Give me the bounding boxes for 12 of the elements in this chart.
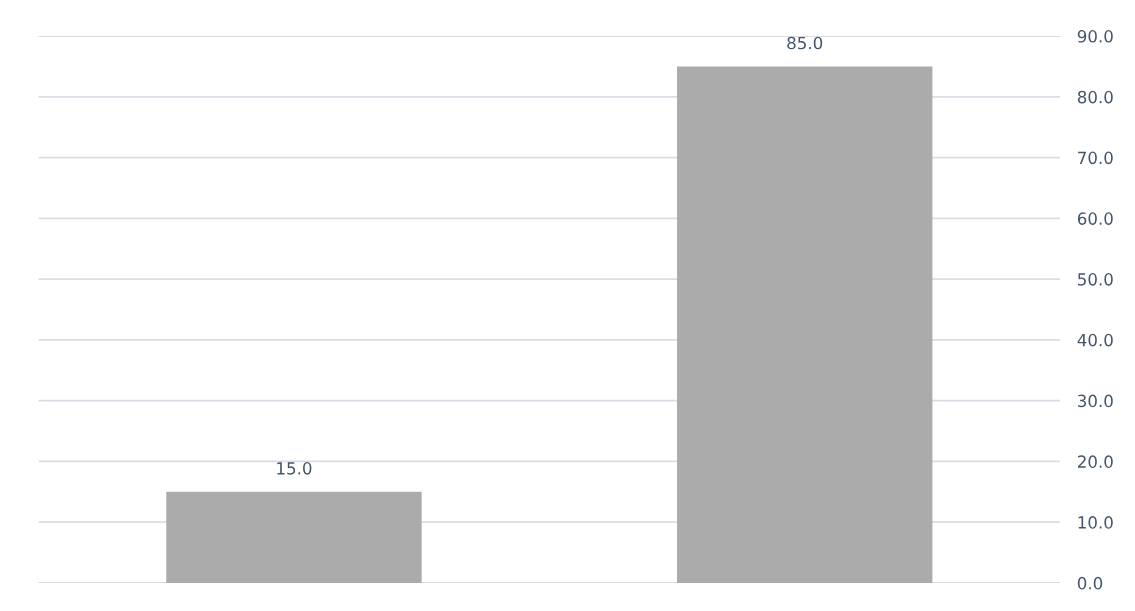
y-tick-label: 0.0 <box>1077 576 1103 590</box>
data-label: 15.0 <box>277 462 312 475</box>
y-tick-label: 50.0 <box>1078 273 1113 286</box>
y-tick-label: 80.0 <box>1077 90 1113 104</box>
y-tick-label: 30.0 <box>1078 394 1113 408</box>
y-tick-label: 70.0 <box>1078 151 1113 165</box>
y-tick-label: 40.0 <box>1077 333 1113 347</box>
y-tick-label: 20.0 <box>1077 455 1113 468</box>
y-tick-label: 90.0 <box>1077 30 1113 43</box>
data-label: 85.0 <box>787 36 823 50</box>
y-tick-label: 60.0 <box>1077 212 1113 225</box>
y-tick-label: 10.0 <box>1078 516 1113 529</box>
